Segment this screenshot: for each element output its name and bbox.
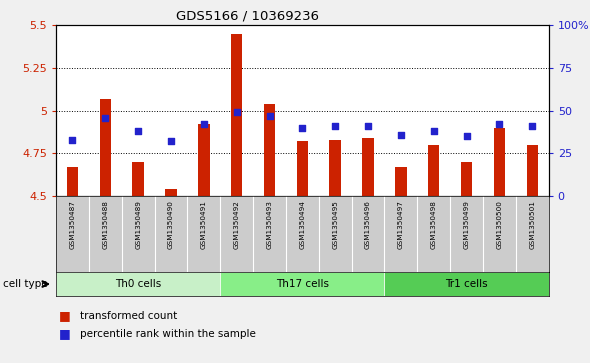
Point xyxy=(462,133,471,139)
Point xyxy=(166,139,176,144)
Text: GSM1350487: GSM1350487 xyxy=(70,200,76,249)
Bar xyxy=(100,99,111,196)
Bar xyxy=(428,145,440,196)
Point xyxy=(265,113,274,119)
Bar xyxy=(231,34,242,196)
Bar xyxy=(461,162,473,196)
Point xyxy=(527,123,537,129)
Text: GSM1350491: GSM1350491 xyxy=(201,200,207,249)
Text: GSM1350490: GSM1350490 xyxy=(168,200,174,249)
Text: GSM1350497: GSM1350497 xyxy=(398,200,404,249)
Point xyxy=(232,110,241,115)
Bar xyxy=(132,162,144,196)
Text: transformed count: transformed count xyxy=(80,311,177,321)
Bar xyxy=(220,272,385,296)
Text: GSM1350498: GSM1350498 xyxy=(431,200,437,249)
Text: GSM1350501: GSM1350501 xyxy=(529,200,535,249)
Bar xyxy=(198,125,209,196)
Text: Th17 cells: Th17 cells xyxy=(276,279,329,289)
Point xyxy=(429,128,438,134)
Bar xyxy=(297,142,308,196)
Text: GSM1350494: GSM1350494 xyxy=(299,200,306,249)
Text: GSM1350499: GSM1350499 xyxy=(464,200,470,249)
Bar xyxy=(395,167,407,196)
Bar xyxy=(165,189,177,196)
Text: ■: ■ xyxy=(59,309,71,322)
Point xyxy=(297,125,307,131)
Text: GSM1350488: GSM1350488 xyxy=(102,200,109,249)
Bar xyxy=(329,140,341,196)
Text: percentile rank within the sample: percentile rank within the sample xyxy=(80,329,255,339)
Text: GSM1350495: GSM1350495 xyxy=(332,200,338,249)
Text: GSM1350489: GSM1350489 xyxy=(135,200,141,249)
Point xyxy=(133,128,143,134)
Point xyxy=(396,132,405,138)
Point xyxy=(330,123,340,129)
Bar xyxy=(494,128,505,196)
Text: GDS5166 / 10369236: GDS5166 / 10369236 xyxy=(176,9,319,22)
Point xyxy=(199,122,209,127)
Text: GSM1350492: GSM1350492 xyxy=(234,200,240,249)
Bar xyxy=(362,138,374,196)
Bar xyxy=(67,167,78,196)
Bar xyxy=(264,104,276,196)
Text: Tr1 cells: Tr1 cells xyxy=(445,279,488,289)
Text: cell type: cell type xyxy=(3,279,48,289)
Text: Th0 cells: Th0 cells xyxy=(115,279,161,289)
Text: GSM1350500: GSM1350500 xyxy=(496,200,503,249)
Point xyxy=(100,115,110,121)
Text: GSM1350496: GSM1350496 xyxy=(365,200,371,249)
Bar xyxy=(526,145,538,196)
Bar xyxy=(385,272,549,296)
Point xyxy=(68,137,77,143)
Bar xyxy=(56,272,220,296)
Point xyxy=(494,122,504,127)
Text: ■: ■ xyxy=(59,327,71,340)
Text: GSM1350493: GSM1350493 xyxy=(267,200,273,249)
Point xyxy=(363,123,373,129)
